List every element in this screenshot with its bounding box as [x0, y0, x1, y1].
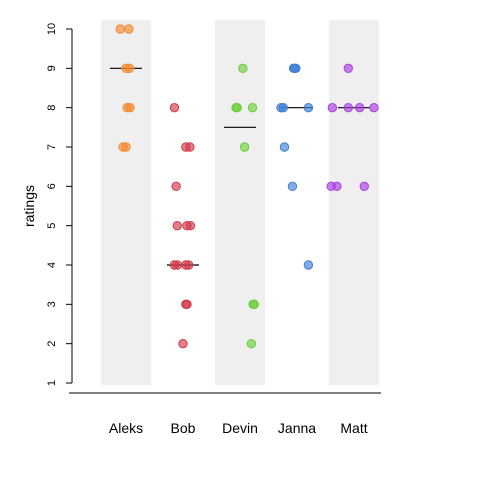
x-tick-label-matt: Matt: [340, 420, 367, 436]
point-bob: [182, 299, 192, 310]
point-bob: [178, 338, 188, 349]
point-aleks: [124, 24, 134, 34]
point-aleks: [121, 142, 131, 152]
y-tick-label: 1: [46, 380, 58, 386]
point-janna: [278, 102, 289, 113]
point-matt: [327, 102, 338, 113]
x-tick-label-bob: Bob: [171, 420, 196, 436]
point-matt: [359, 181, 369, 192]
y-tick-label: 6: [46, 183, 58, 189]
y-tick-label: 8: [46, 105, 58, 111]
y-axis-title: ratings: [21, 185, 37, 227]
x-tick-label-devin: Devin: [222, 420, 258, 436]
band-aleks: [101, 20, 151, 385]
band-matt: [329, 20, 379, 385]
point-devin: [247, 102, 258, 113]
y-tick-label: 10: [46, 23, 58, 35]
point-matt: [369, 102, 379, 113]
y-tick-label: 9: [46, 65, 58, 71]
axes: [66, 28, 381, 394]
point-matt: [332, 181, 342, 192]
point-aleks: [125, 102, 135, 113]
point-bob: [172, 260, 183, 270]
y-tick-label: 3: [46, 301, 58, 307]
point-janna: [303, 260, 314, 270]
point-matt: [343, 102, 353, 113]
point-bob: [171, 181, 181, 192]
data-points: [115, 24, 379, 349]
point-janna: [279, 142, 290, 152]
point-devin: [246, 338, 257, 349]
point-bob: [169, 102, 180, 113]
point-devin: [238, 63, 248, 74]
x-tick-label-janna: Janna: [278, 420, 316, 436]
point-bob: [172, 220, 183, 231]
y-tick-label: 4: [46, 262, 58, 268]
point-janna: [287, 181, 298, 192]
y-tick-label: 7: [46, 144, 58, 150]
x-tick-label-aleks: Aleks: [109, 420, 143, 436]
point-aleks: [124, 63, 135, 74]
band-devin: [215, 20, 265, 385]
y-tick-label: 5: [46, 223, 58, 229]
labels: 1 2 3 4 5 6 7 8 9 10 ratings Aleks Bob Devin Janna Matt: [21, 23, 368, 436]
point-janna: [290, 63, 300, 74]
point-matt: [355, 102, 365, 113]
point-bob: [184, 260, 194, 270]
category-shading: [101, 20, 379, 385]
point-matt: [343, 63, 353, 74]
point-bob: [185, 220, 196, 231]
point-janna: [303, 102, 314, 113]
y-tick-label: 2: [46, 341, 58, 347]
point-devin: [239, 142, 250, 152]
point-bob: [185, 142, 195, 152]
point-devin: [232, 102, 242, 113]
point-devin: [249, 299, 259, 310]
point-aleks: [115, 24, 126, 34]
